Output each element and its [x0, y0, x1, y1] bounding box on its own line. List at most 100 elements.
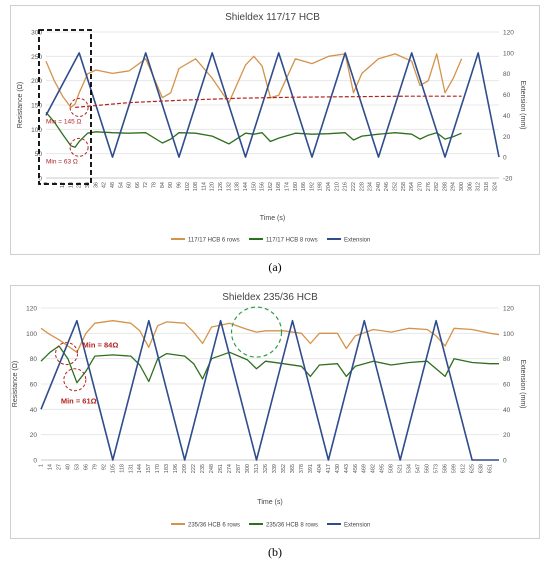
highlight-box [38, 29, 92, 185]
x-tick-label: 324 [492, 182, 498, 191]
x-tick-label: 79 [92, 464, 98, 470]
series-line-1 [40, 320, 500, 353]
x-tick-label: 599 [452, 464, 458, 473]
x-tick-label: 222 [191, 464, 197, 473]
x-tick-label: 186 [301, 182, 307, 191]
y-right-tick-label: 120 [503, 30, 514, 37]
x-tick-label: 170 [155, 464, 161, 473]
y-right-axis-label: Extension (mm) [519, 80, 526, 129]
series-line-2 [40, 345, 499, 384]
legend-label: 117/17 HCB 8 rows [266, 238, 318, 244]
x-tick-label: 30 [85, 182, 91, 188]
x-tick-label: 282 [434, 182, 440, 191]
x-tick-label: 192 [309, 182, 315, 191]
x-tick-label: 443 [344, 464, 350, 473]
x-tick-label: 114 [201, 182, 207, 191]
y-right-tick-label: 0 [503, 155, 507, 162]
x-tick-label: 1 [38, 464, 44, 467]
min-annotation: Min = 84Ω [83, 341, 119, 350]
y-left-tick-label: 300 [31, 30, 42, 37]
x-tick-label: 131 [128, 464, 134, 473]
x-tick-label: 144 [243, 182, 249, 191]
x-tick-label: 625 [470, 464, 476, 473]
y-left-tick-label: 200 [31, 78, 42, 85]
x-tick-label: 258 [401, 182, 407, 191]
y-left-tick-label: 50 [35, 151, 43, 158]
y-right-tick-label: 80 [503, 71, 511, 78]
y-right-tick-label: -20 [503, 176, 513, 183]
x-tick-label: 209 [182, 464, 188, 473]
chart-title: Shieldex 117/17 HCB [225, 12, 320, 23]
x-tick-label: 92 [101, 464, 107, 470]
y-right-tick-label: 0 [503, 458, 507, 465]
x-tick-label: 365 [290, 464, 296, 473]
y-left-tick-label: 60 [30, 382, 38, 389]
legend-label: Extension [344, 523, 370, 529]
x-axis-label: Time (s) [257, 499, 282, 506]
y-left-tick-label: 120 [26, 306, 37, 313]
trend-line [75, 95, 462, 108]
x-tick-label: 534 [407, 464, 413, 473]
x-tick-label: 40 [65, 464, 71, 470]
series-line-3 [45, 52, 500, 158]
legend-label: Extension [344, 238, 370, 244]
min-circle [63, 368, 87, 392]
x-tick-label: 90 [168, 182, 174, 188]
x-tick-label: 495 [380, 464, 386, 473]
x-tick-label: 24 [77, 182, 83, 188]
x-tick-label: 196 [173, 464, 179, 473]
x-tick-label: 144 [137, 464, 143, 473]
chart-panel-a: Shieldex 117/17 HCB 0 50 100 150 200 250 300 -20… [10, 5, 540, 255]
min-annotation: Min = 61Ω [61, 397, 97, 406]
y-left-tick-label: 0 [38, 176, 42, 183]
x-tick-label: 174 [284, 182, 290, 191]
x-tick-label: 18 [68, 182, 74, 188]
legend-label: 235/36 HCB 8 rows [266, 523, 318, 529]
x-tick-label: 326 [263, 464, 269, 473]
x-tick-label: 66 [83, 464, 89, 470]
x-tick-label: 36 [93, 182, 99, 188]
y-left-tick-label: 100 [26, 331, 37, 338]
x-tick-label: 270 [417, 182, 423, 191]
x-tick-label: 312 [476, 182, 482, 191]
x-tick-label: 430 [335, 464, 341, 473]
x-tick-label: 204 [326, 182, 332, 191]
x-tick-label: 638 [478, 464, 484, 473]
x-tick-label: 352 [281, 464, 287, 473]
x-tick-label: 417 [326, 464, 332, 473]
x-tick-label: 521 [398, 464, 404, 473]
x-tick-label: 216 [343, 182, 349, 191]
x-tick-label: 235 [200, 464, 206, 473]
x-tick-label: 105 [110, 464, 116, 473]
x-tick-label: 651 [487, 464, 493, 473]
y-left-tick-label: 100 [31, 127, 42, 134]
x-tick-label: 234 [368, 182, 374, 191]
x-tick-label: 287 [236, 464, 242, 473]
y-right-tick-label: 120 [503, 306, 514, 313]
x-tick-label: 108 [193, 182, 199, 191]
x-tick-label: 300 [459, 182, 465, 191]
y-right-tick-label: 20 [503, 432, 511, 439]
x-tick-label: 12 [60, 182, 66, 188]
x-tick-label: 560 [425, 464, 431, 473]
x-tick-label: 222 [351, 182, 357, 191]
y-left-tick-label: 0 [33, 458, 37, 465]
x-tick-label: 261 [218, 464, 224, 473]
x-tick-label: 306 [467, 182, 473, 191]
x-axis-label: Time (s) [260, 215, 285, 222]
x-tick-label: 120 [210, 182, 216, 191]
x-tick-label: 84 [160, 182, 166, 188]
x-tick-label: 300 [245, 464, 251, 473]
x-tick-label: 157 [146, 464, 152, 473]
y-left-tick-label: 250 [31, 54, 42, 61]
x-tick-label: 162 [268, 182, 274, 191]
x-tick-label: 404 [317, 464, 323, 473]
x-tick-label: 150 [251, 182, 257, 191]
x-tick-label: 126 [218, 182, 224, 191]
x-tick-label: 482 [371, 464, 377, 473]
x-tick-label: 456 [353, 464, 359, 473]
x-tick-label: 66 [135, 182, 141, 188]
x-tick-label: 264 [409, 182, 415, 191]
x-tick-label: 53 [74, 464, 80, 470]
chart-title: Shieldex 235/36 HCB [222, 292, 318, 303]
